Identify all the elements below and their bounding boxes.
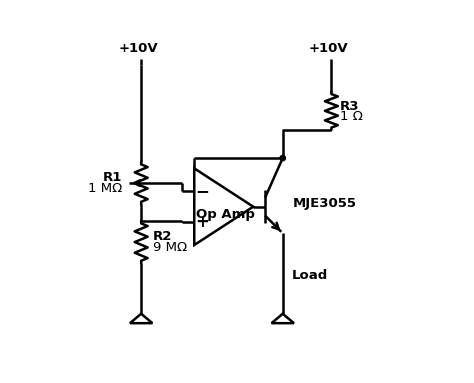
Text: −: − xyxy=(196,182,210,200)
Text: +: + xyxy=(196,213,210,231)
Text: R2: R2 xyxy=(153,230,173,243)
Text: Load: Load xyxy=(292,270,328,283)
Text: 9 MΩ: 9 MΩ xyxy=(153,241,187,254)
Text: R1: R1 xyxy=(103,171,122,184)
Circle shape xyxy=(280,155,285,161)
Text: +10V: +10V xyxy=(309,42,348,55)
Text: MJE3055: MJE3055 xyxy=(293,197,357,210)
Text: 1 MΩ: 1 MΩ xyxy=(88,182,122,195)
Text: Op Amp: Op Amp xyxy=(196,208,255,221)
Text: +10V: +10V xyxy=(118,42,158,55)
Text: 1 Ω: 1 Ω xyxy=(340,110,363,123)
Text: R3: R3 xyxy=(340,100,360,113)
